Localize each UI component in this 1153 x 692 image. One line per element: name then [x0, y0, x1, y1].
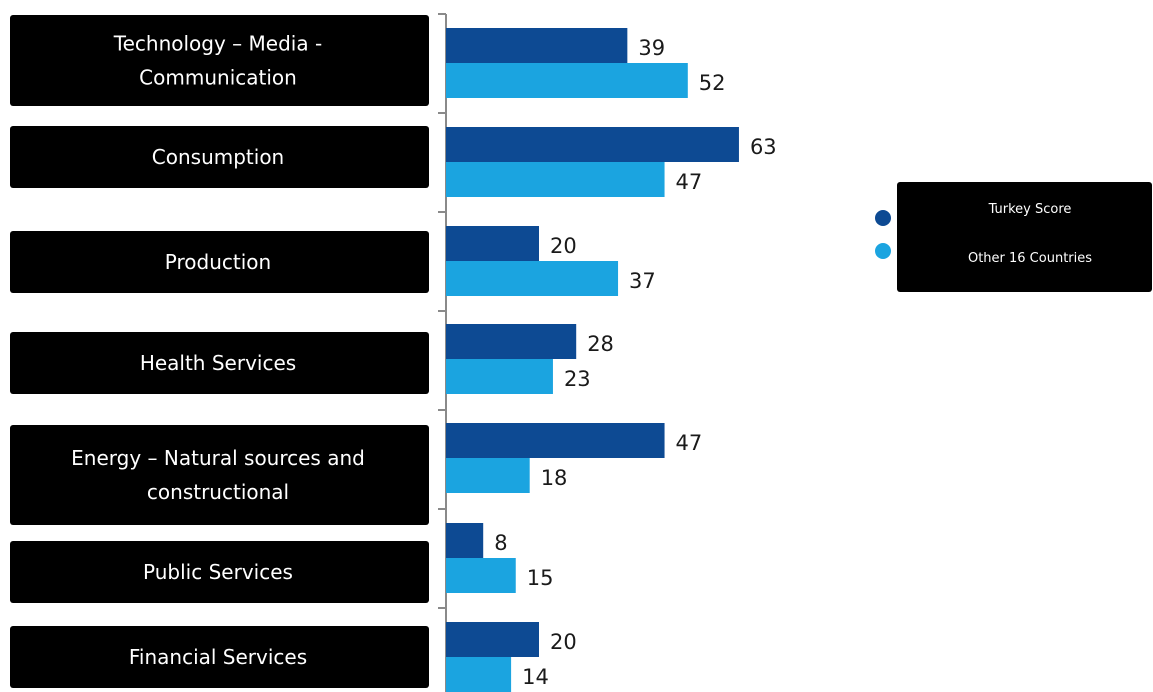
category-label-box: [10, 231, 429, 293]
category-label-box: [10, 332, 429, 394]
bar-other-countries: [446, 261, 619, 296]
bar-turkey-score: [446, 324, 577, 359]
data-label: 15: [527, 566, 554, 590]
category-label-text: Financial Services: [129, 645, 307, 669]
bar-turkey-score: [446, 423, 665, 458]
bar-other-countries: [446, 63, 688, 98]
data-label: 39: [638, 36, 665, 60]
category-label: Health Services: [10, 332, 429, 394]
bar-other-countries: [446, 359, 553, 394]
legend-label-turkey-score: Turkey Score: [988, 202, 1072, 217]
data-label: 23: [564, 367, 591, 391]
category-label: Technology – Media - Communication: [10, 15, 429, 106]
category-label-text: Health Services: [140, 351, 296, 375]
category-label-box: [10, 126, 429, 188]
category-label-text: Public Services: [143, 560, 293, 584]
data-label: 63: [750, 135, 777, 159]
data-label: 20: [550, 234, 577, 258]
data-label: 47: [676, 170, 703, 194]
category-label-box: [10, 425, 429, 525]
legend-box: [897, 182, 1152, 292]
data-label: 37: [629, 269, 656, 293]
bar-turkey-score: [446, 523, 484, 558]
category-label-text: Production: [165, 250, 271, 274]
data-label: 8: [494, 531, 507, 555]
category-label-text: Consumption: [152, 145, 284, 169]
bar-other-countries: [446, 657, 512, 692]
category-label: Energy – Natural sources and construction…: [10, 425, 429, 525]
bars: [446, 28, 739, 692]
category-label-text: Communication: [139, 66, 297, 90]
y-axis: [438, 13, 447, 692]
category-label-box: [10, 541, 429, 603]
category-label: Financial Services: [10, 626, 429, 688]
legend: Turkey Score Other 16 Countries: [875, 182, 1152, 292]
category-label-box: [10, 626, 429, 688]
data-label: 18: [541, 466, 568, 490]
category-label-text: constructional: [147, 480, 289, 504]
bar-turkey-score: [446, 127, 739, 162]
data-label: 20: [550, 630, 577, 654]
category-label-box: [10, 15, 429, 106]
legend-marker-turkey-score: [875, 210, 891, 226]
category-labels: Technology – Media - Communication Consump…: [10, 15, 429, 688]
category-label: Consumption: [10, 126, 429, 188]
bar-turkey-score: [446, 622, 539, 657]
data-label: 14: [522, 665, 549, 689]
category-label: Production: [10, 231, 429, 293]
bar-turkey-score: [446, 28, 628, 63]
data-label: 52: [699, 71, 726, 95]
bar-other-countries: [446, 162, 665, 197]
category-label-text: Energy – Natural sources and: [71, 446, 365, 470]
category-label-text: Technology – Media -: [113, 32, 322, 56]
data-label: 47: [676, 431, 703, 455]
bar-other-countries: [446, 558, 516, 593]
legend-marker-other-countries: [875, 243, 891, 259]
legend-label-other-countries: Other 16 Countries: [968, 251, 1092, 266]
bar-turkey-score: [446, 226, 539, 261]
data-label: 28: [587, 332, 614, 356]
category-label: Public Services: [10, 541, 429, 603]
bar-other-countries: [446, 458, 530, 493]
